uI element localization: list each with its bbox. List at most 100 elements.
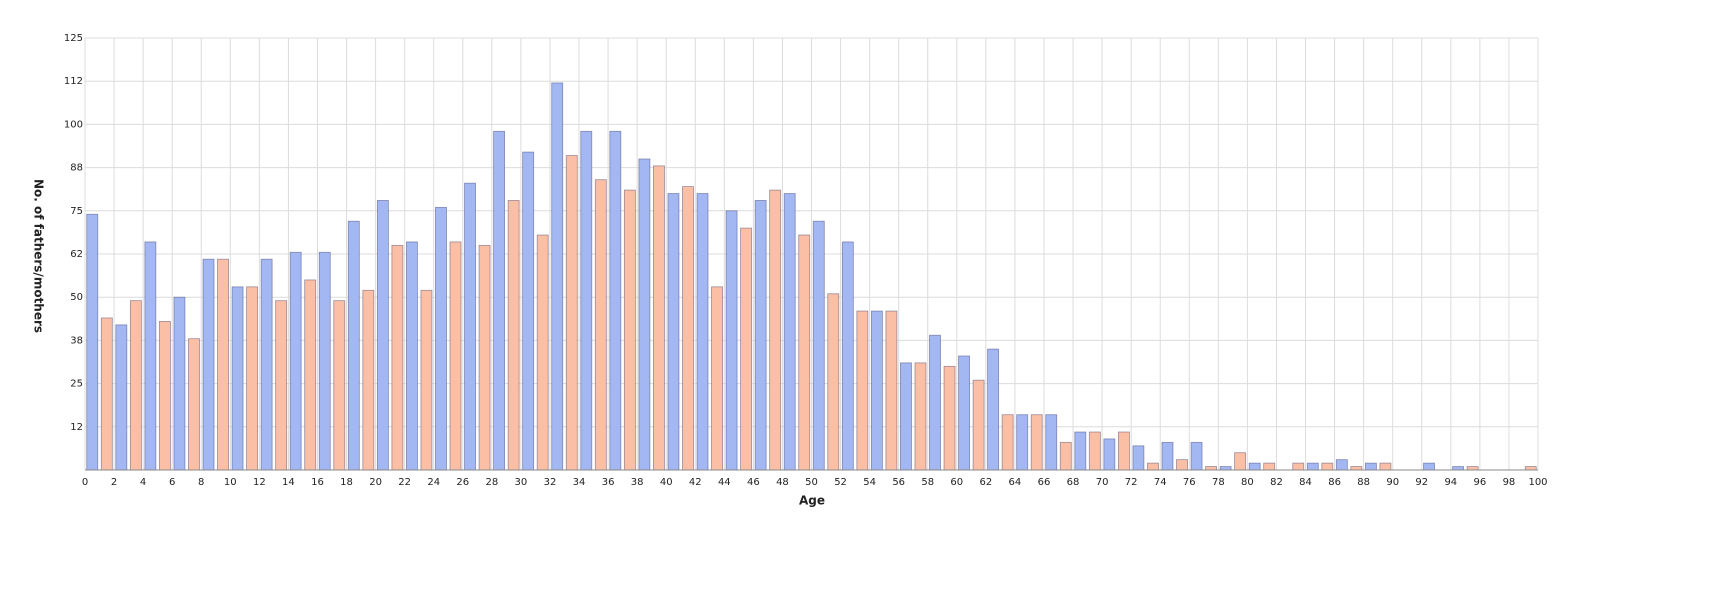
x-tick-label: 40 — [660, 477, 673, 488]
bar — [667, 193, 680, 471]
bar — [696, 193, 709, 471]
bar — [333, 300, 346, 471]
bar — [769, 189, 782, 471]
bar — [1001, 414, 1014, 471]
x-tick-label: 44 — [718, 477, 731, 488]
x-tick-label: 22 — [398, 477, 411, 488]
bar — [711, 286, 723, 471]
bar — [682, 186, 694, 471]
bar — [406, 241, 418, 471]
x-tick-label: 74 — [1154, 477, 1167, 488]
x-tick-label: 100 — [1528, 477, 1547, 488]
bar — [1147, 462, 1159, 471]
x-tick-label: 64 — [1009, 477, 1022, 488]
x-tick-label: 20 — [369, 477, 382, 488]
x-tick-label: 16 — [311, 477, 324, 488]
bar — [260, 258, 273, 471]
bar — [202, 258, 215, 471]
y-tick-label: 25 — [70, 379, 83, 390]
y-tick-label: 62 — [70, 249, 83, 260]
bar — [362, 289, 375, 471]
x-tick-label: 6 — [169, 477, 175, 488]
bar — [376, 200, 389, 471]
x-tick-label: 48 — [776, 477, 789, 488]
x-tick-label: 0 — [82, 477, 88, 488]
y-tick-label: 125 — [64, 33, 83, 44]
x-tick-label: 38 — [631, 477, 644, 488]
x-tick-label: 78 — [1212, 477, 1225, 488]
bar — [1524, 466, 1537, 471]
x-tick-label: 58 — [921, 477, 934, 488]
x-tick-label: 36 — [602, 477, 615, 488]
x-tick-label: 98 — [1503, 477, 1516, 488]
bar — [173, 296, 186, 471]
bar — [1263, 462, 1276, 471]
bar — [798, 234, 811, 471]
x-tick-label: 60 — [950, 477, 963, 488]
x-tick-label: 24 — [427, 477, 440, 488]
y-tick-label: 100 — [64, 119, 83, 130]
bar — [318, 251, 331, 471]
bar — [1364, 462, 1377, 471]
bar — [1292, 462, 1305, 471]
x-tick-label: 34 — [573, 477, 586, 488]
x-tick-label: 66 — [1038, 477, 1051, 488]
x-tick-label: 50 — [805, 477, 818, 488]
bar — [885, 310, 898, 471]
bar — [1321, 462, 1334, 471]
x-tick-label: 42 — [689, 477, 702, 488]
bar — [594, 179, 607, 471]
x-tick-label: 76 — [1183, 477, 1196, 488]
bar — [812, 220, 825, 471]
bar — [943, 365, 956, 471]
bar — [304, 279, 317, 471]
bar — [580, 130, 593, 471]
bar — [231, 286, 244, 471]
bar — [493, 130, 506, 471]
x-tick-label: 68 — [1067, 477, 1080, 488]
bar — [870, 310, 883, 471]
bar — [1132, 445, 1145, 471]
bar — [1030, 414, 1043, 471]
bar — [1423, 462, 1435, 471]
x-tick-label: 86 — [1328, 477, 1341, 488]
bar — [1059, 441, 1072, 471]
bar — [653, 165, 665, 471]
bar — [144, 241, 157, 471]
x-tick-label: 72 — [1125, 477, 1138, 488]
y-tick-label: 38 — [70, 335, 83, 346]
bar — [1176, 459, 1188, 471]
x-tick-label: 56 — [892, 477, 905, 488]
x-tick-label: 28 — [485, 477, 498, 488]
bar — [449, 241, 462, 471]
x-tick-label: 84 — [1299, 477, 1312, 488]
bar — [914, 362, 927, 471]
x-tick-label: 32 — [544, 477, 557, 488]
bar — [827, 293, 840, 471]
bar — [1219, 466, 1232, 471]
bar — [1205, 466, 1217, 471]
x-tick-label: 46 — [747, 477, 760, 488]
bar — [1306, 462, 1319, 471]
bar — [1074, 431, 1087, 471]
bar — [100, 317, 113, 471]
x-tick-label: 96 — [1474, 477, 1487, 488]
x-tick-label: 26 — [456, 477, 469, 488]
bar — [565, 155, 578, 471]
bar — [1234, 452, 1247, 471]
bar — [1161, 441, 1174, 471]
bar — [740, 227, 753, 471]
bar — [841, 241, 854, 471]
bar — [464, 182, 476, 471]
y-tick-label: 12 — [70, 422, 83, 433]
bar — [129, 300, 142, 471]
x-tick-label: 88 — [1357, 477, 1370, 488]
bar — [1016, 414, 1029, 471]
x-tick-label: 94 — [1444, 477, 1457, 488]
bar — [783, 193, 796, 471]
bar — [972, 379, 985, 471]
x-tick-label: 92 — [1415, 477, 1428, 488]
x-tick-label: 52 — [834, 477, 847, 488]
y-tick-label: 75 — [70, 206, 83, 217]
